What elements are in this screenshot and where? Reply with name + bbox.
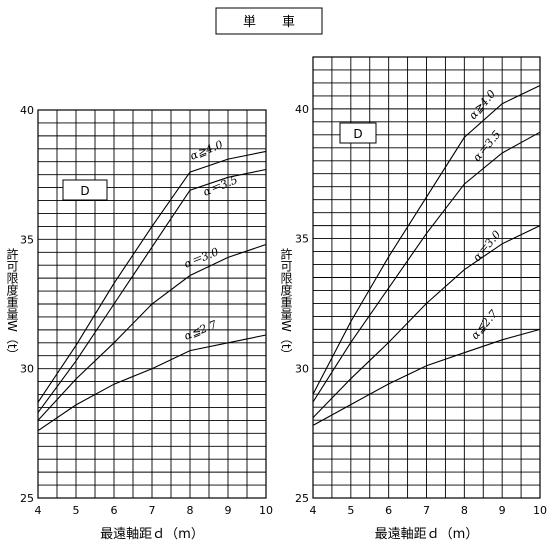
- title-box: [215, 7, 323, 35]
- y-tick-label: 35: [295, 233, 309, 246]
- panel-label: D: [80, 184, 89, 198]
- chart-left: 4 5 6 7 8 9 10 25 30 35 40 最遠軸距ｄ（m） 許可限度重量W（t） Dα≧4.0…: [5, 104, 273, 542]
- series-label: α≧4.0: [466, 87, 498, 122]
- y-axis-label: 許可限度重量W（t）: [5, 248, 19, 361]
- y-tick-label: 40: [295, 103, 309, 116]
- x-tick-label: 6: [385, 504, 392, 517]
- y-tick-label: 30: [295, 362, 309, 375]
- x-tick-label: 7: [423, 504, 430, 517]
- x-axis-label: 最遠軸距ｄ（m）: [375, 527, 479, 542]
- series-line: [312, 131, 541, 403]
- x-tick-label: 10: [259, 504, 273, 517]
- x-tick-label: 8: [461, 504, 468, 517]
- series-line: [312, 85, 541, 395]
- series-label: α＝3.0: [182, 245, 220, 271]
- y-tick-label: 40: [20, 104, 34, 117]
- series-line: [312, 225, 541, 418]
- series-label: α≦2.7: [468, 307, 500, 342]
- panel-label: D: [353, 127, 362, 141]
- x-tick-label: 5: [73, 504, 80, 517]
- series-line: [37, 334, 267, 432]
- plot-frame: [37, 109, 267, 499]
- y-tick-label: 35: [20, 233, 34, 246]
- x-tick-label: 8: [187, 504, 194, 517]
- x-tick-label: 9: [499, 504, 506, 517]
- y-tick-label: 25: [20, 492, 34, 505]
- x-tick-label: 4: [35, 504, 42, 517]
- x-tick-label: 10: [533, 504, 547, 517]
- series-label: α＝3.5: [470, 128, 503, 164]
- series-label: α≧4.0: [188, 138, 225, 163]
- plot-frame: [312, 56, 541, 499]
- x-tick-label: 6: [111, 504, 118, 517]
- series-line: [312, 328, 541, 426]
- x-axis-label: 最遠軸距ｄ（m）: [100, 527, 204, 542]
- y-axis-label: 許可限度重量W（t）: [279, 248, 293, 361]
- chart-right: 4 5 6 7 8 9 10 25 30 35 40 最遠軸距ｄ（m） 許可限度重量W（t） Dα≧4.0…: [279, 56, 547, 542]
- series-label: α＝3.5: [201, 173, 239, 199]
- y-tick-label: 30: [20, 363, 34, 376]
- figure-title: 単 車: [243, 14, 295, 30]
- x-tick-label: 4: [310, 504, 317, 517]
- y-tick-label: 25: [295, 492, 309, 505]
- x-tick-label: 9: [225, 504, 232, 517]
- series-line: [37, 168, 267, 413]
- x-tick-label: 5: [347, 504, 354, 517]
- panel-label-box: [339, 122, 377, 144]
- series-label: α≦2.7: [182, 318, 219, 343]
- x-tick-label: 7: [149, 504, 156, 517]
- series-line: [37, 150, 267, 403]
- series-line: [37, 243, 267, 421]
- panel-label-box: [62, 179, 108, 201]
